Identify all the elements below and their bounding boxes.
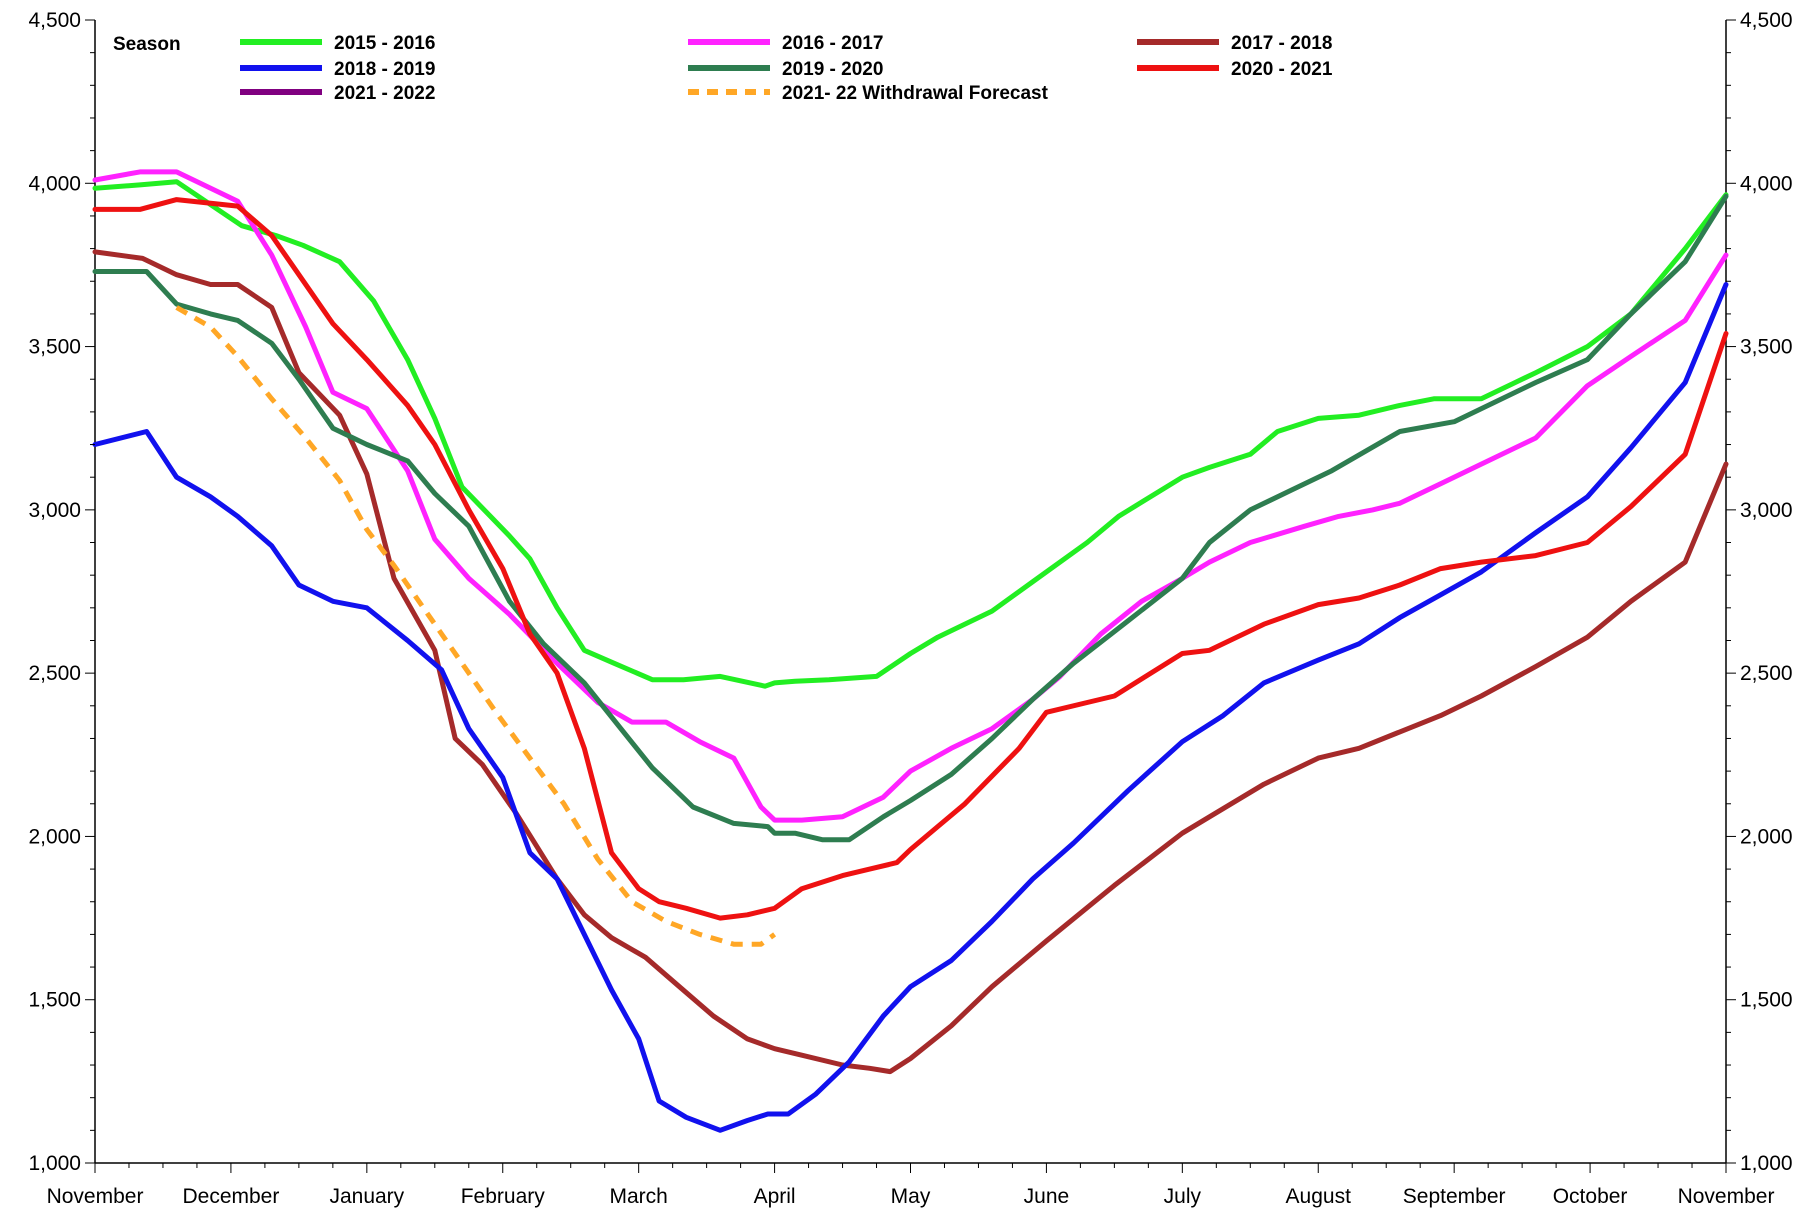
y-tick-label-left: 4,000	[28, 172, 81, 195]
legend-label: 2015 - 2016	[334, 33, 435, 54]
y-tick-label-right: 4,500	[1740, 9, 1793, 32]
legend-label: 2016 - 2017	[782, 33, 883, 54]
x-tick-label: June	[1024, 1185, 1070, 1208]
x-tick-label: April	[754, 1185, 796, 1208]
y-tick-label-left: 2,500	[28, 662, 81, 685]
y-tick-label-left: 4,500	[28, 9, 81, 32]
legend: Season 2015 - 2016 2016 - 2017 2017 - 2018 2…	[113, 33, 1333, 104]
y-tick-label-left: 3,000	[28, 499, 81, 522]
x-tick-label: November	[1678, 1185, 1775, 1208]
y-tick-label-right: 4,000	[1740, 172, 1793, 195]
y-tick-label-right: 3,500	[1740, 336, 1793, 359]
legend-label: 2021- 22 Withdrawal Forecast	[782, 83, 1049, 104]
x-tick-label: August	[1286, 1185, 1352, 1208]
x-tick-label: November	[47, 1185, 144, 1208]
series-line-2016-2017	[92, 169, 1729, 823]
x-tick-label: December	[182, 1185, 279, 1208]
chart-frame	[94, 20, 1727, 1164]
series-line-2020-2021	[92, 197, 1729, 921]
y-tick-label-right: 3,000	[1740, 499, 1793, 522]
y-tick-label-right: 2,500	[1740, 662, 1793, 685]
series-line-2021-22-withdrawal-forecast	[175, 305, 777, 947]
legend-title: Season	[113, 34, 181, 55]
series-line-2017-2018	[92, 249, 1729, 1075]
series-line-2015-2016	[92, 179, 1729, 689]
legend-label: 2021 - 2022	[334, 83, 435, 104]
legend-label: 2020 - 2021	[1231, 59, 1333, 80]
legend-label: 2019 - 2020	[782, 59, 883, 80]
y-tick-label-left: 1,000	[28, 1152, 81, 1175]
x-tick-label: March	[609, 1185, 667, 1208]
y-tick-label-left: 1,500	[28, 989, 81, 1012]
legend-label: 2018 - 2019	[334, 59, 435, 80]
legend-label: 2017 - 2018	[1231, 33, 1332, 54]
x-tick-label: February	[461, 1185, 546, 1208]
y-tick-label-right: 1,000	[1740, 1152, 1793, 1175]
x-tick-label: July	[1164, 1185, 1202, 1208]
x-tick-label: January	[329, 1185, 404, 1208]
x-tick-label: May	[891, 1185, 931, 1208]
y-tick-label-left: 3,500	[28, 336, 81, 359]
x-tick-label: October	[1553, 1185, 1628, 1208]
y-tick-label-left: 2,000	[28, 825, 81, 848]
axes: 1,000 1,000 1,500 1,500 2,000 2,000 2,500 2,500…	[28, 9, 1792, 1208]
series-lines	[92, 169, 1729, 1133]
series-line-2019-2020	[92, 193, 1729, 843]
series-line-2018-2019	[92, 282, 1729, 1133]
y-tick-label-right: 2,000	[1740, 825, 1793, 848]
x-tick-label: September	[1403, 1185, 1506, 1208]
y-tick-label-right: 1,500	[1740, 989, 1793, 1012]
